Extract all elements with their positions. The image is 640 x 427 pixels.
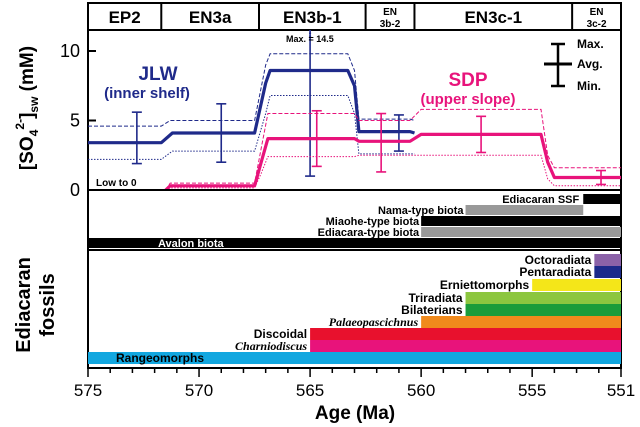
series-subtitle-jlw: (inner shelf) bbox=[104, 85, 190, 102]
low-annotation: Low to 0 bbox=[96, 178, 137, 189]
fossil-group-label: Erniettomorphs bbox=[440, 278, 530, 292]
fossil-group-bar bbox=[466, 304, 621, 316]
annotations: Max. = 14.5 Low to 0 bbox=[96, 34, 334, 189]
fossil-group-label: Rangeomorphs bbox=[116, 351, 204, 365]
y-axis-label: [SO42-]sw (mM) bbox=[13, 46, 41, 170]
fossils-axis-label: Ediacaran fossils bbox=[13, 257, 59, 353]
x-tick-label: 551 bbox=[607, 381, 635, 400]
fossils-axis-label-line2: fossils bbox=[37, 273, 59, 336]
y-axis-label-main: [SO bbox=[17, 136, 38, 170]
stage-label: 3c-2 bbox=[587, 19, 607, 30]
fossil-group-bar bbox=[594, 266, 621, 278]
fossil-groups-panel: OctoradiataPentaradiataErniettomorphsTri… bbox=[88, 250, 621, 368]
series-name-jlw: JLW bbox=[138, 64, 177, 85]
fossil-group-bar bbox=[421, 316, 621, 328]
y-tick-label: 10 bbox=[60, 41, 80, 61]
stage-label: EN3a bbox=[189, 8, 232, 27]
y-tick-label: 5 bbox=[70, 111, 80, 131]
fossils-axis-label-line1: Ediacaran bbox=[13, 257, 35, 353]
series-sdp-avg-line bbox=[166, 134, 621, 190]
stage-row-frame bbox=[88, 3, 621, 30]
biota-label: Ediacara-type biota bbox=[318, 227, 420, 239]
error-legend: Max. Avg. Min. bbox=[544, 37, 604, 93]
legend-min-label: Min. bbox=[577, 79, 601, 93]
stage-row: EP2 EN3a EN3b-1 EN3b-2 EN3c-1 EN3c-2 bbox=[88, 3, 621, 30]
biota-bar bbox=[421, 216, 621, 226]
x-tick-label: 575 bbox=[74, 381, 102, 400]
biota-label: Ediacaran SSF bbox=[502, 194, 579, 206]
x-tick-label: 570 bbox=[185, 381, 213, 400]
stage-label: EN3b-1 bbox=[283, 8, 342, 27]
fossil-group-label: Pentaradiata bbox=[519, 265, 591, 279]
x-tick-label: 555 bbox=[518, 381, 546, 400]
biota-label: Avalon biota bbox=[158, 238, 224, 250]
fossil-group-bar bbox=[594, 254, 621, 266]
stage-label: EN bbox=[590, 7, 604, 18]
fossil-group-bar bbox=[310, 328, 621, 340]
x-axis: 575 570 565 560 555 551 bbox=[74, 368, 635, 400]
legend-max-label: Max. bbox=[577, 37, 604, 51]
series-subtitle-sdp: (upper slope) bbox=[420, 91, 515, 108]
fossil-group-label: Palaeopascichnus bbox=[329, 315, 419, 329]
legend-avg-label: Avg. bbox=[577, 57, 603, 71]
x-axis-label: Age (Ma) bbox=[315, 403, 395, 424]
biota-bar bbox=[466, 205, 584, 215]
y-axis-label-units: (mM) bbox=[17, 46, 38, 97]
x-tick-label: 560 bbox=[407, 381, 435, 400]
chart-figure: EP2 EN3a EN3b-1 EN3b-2 EN3c-1 EN3c-2 0510 Edi… bbox=[0, 0, 640, 427]
max-annotation: Max. = 14.5 bbox=[286, 34, 334, 44]
fossil-group-bar bbox=[310, 340, 621, 352]
y-axis-label-sub2: sw bbox=[27, 96, 41, 113]
biota-bar bbox=[421, 227, 621, 237]
series-layer bbox=[88, 30, 621, 190]
x-tick-label: 565 bbox=[296, 381, 324, 400]
fossil-group-bar bbox=[532, 279, 621, 291]
stage-label: EN bbox=[383, 7, 397, 18]
y-tick-label: 0 bbox=[70, 180, 80, 200]
series-sdp-max-line bbox=[166, 109, 621, 190]
fossil-group-bar bbox=[466, 292, 621, 304]
series-name-sdp: SDP bbox=[448, 70, 487, 91]
y-axis-label-sup: 2- bbox=[13, 119, 27, 130]
biota-bar bbox=[583, 194, 621, 204]
stage-label: EP2 bbox=[109, 8, 141, 27]
stage-label: 3b-2 bbox=[380, 19, 401, 30]
fossil-group-label: Charniodiscus bbox=[235, 339, 307, 353]
stage-label: EN3c-1 bbox=[464, 8, 522, 27]
y-axis-label-sub: 4 bbox=[27, 129, 41, 136]
